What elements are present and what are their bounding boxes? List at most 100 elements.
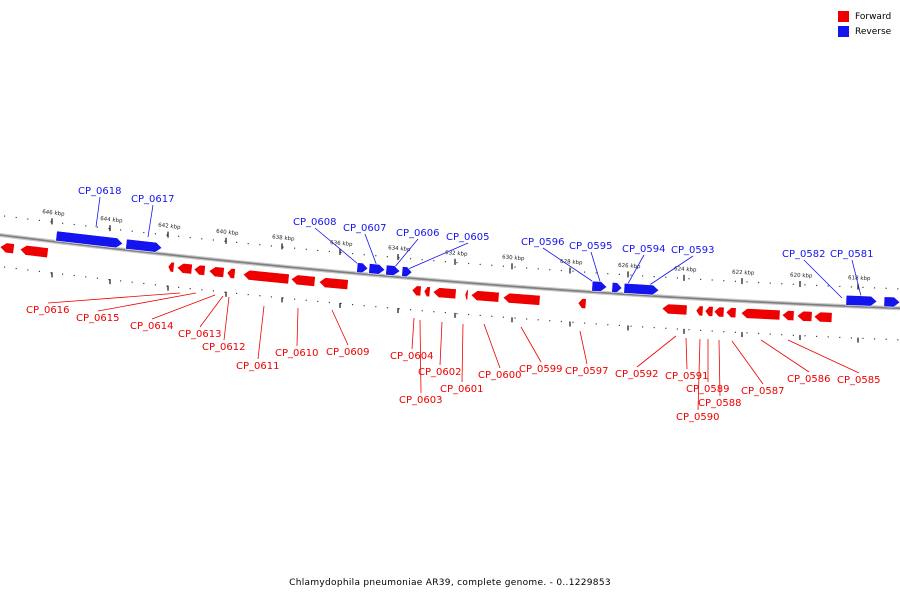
tick-dot <box>456 262 457 263</box>
tick-label: 624 kbp <box>674 266 697 273</box>
tick-dot <box>654 327 655 328</box>
gene-arrow-cp0599 <box>503 293 541 306</box>
tick-dot <box>317 301 318 302</box>
tick-dot <box>143 283 144 284</box>
gene-arrow-cp0588 <box>726 307 737 318</box>
tick-dot <box>549 320 550 321</box>
legend-reverse: Reverse <box>838 24 891 39</box>
legend: Forward Reverse <box>838 9 891 39</box>
tick-dot <box>62 274 63 275</box>
leader-line <box>521 327 541 362</box>
tick-dot <box>723 280 724 281</box>
tick-dot <box>433 260 434 261</box>
tick-dot <box>410 309 411 310</box>
gene-label: CP_0607 <box>343 223 386 234</box>
gene-arrow-cp0614 <box>194 264 206 275</box>
tick-dot <box>619 325 620 326</box>
gene-label: CP_0615 <box>76 313 119 324</box>
tick-dot <box>770 283 771 284</box>
gene-arrow-cp0602 <box>433 287 457 299</box>
gene-label: CP_0600 <box>478 370 521 381</box>
tick-dot <box>793 284 794 285</box>
tick-dot <box>572 322 573 323</box>
tick-dot <box>468 314 469 315</box>
gene-arrow-cp0610 <box>291 274 316 286</box>
tick-dot <box>85 225 86 226</box>
tick-label: 640 kbp <box>216 229 239 237</box>
tick-dot <box>317 250 318 251</box>
gene-arrow-cp0597 <box>578 298 587 309</box>
tick-dot <box>688 329 689 330</box>
tick-dot <box>178 236 179 237</box>
tick-dot <box>828 285 829 286</box>
tick-dot <box>74 275 75 276</box>
tick-dot <box>271 245 272 246</box>
tick-dot <box>549 269 550 270</box>
leader-line <box>412 318 414 349</box>
leader-line <box>200 296 223 327</box>
gene-label: CP_0599 <box>519 364 562 375</box>
tick-dot <box>352 304 353 305</box>
tick-dot <box>352 253 353 254</box>
tick-label: 636 kbp <box>330 240 353 248</box>
tick-dot <box>677 277 678 278</box>
gene-label: CP_0590 <box>676 412 719 423</box>
gene-arrow-cp0584 <box>814 312 832 323</box>
gene-label: CP_0609 <box>326 347 369 358</box>
tick-dot <box>433 311 434 312</box>
tick-dot <box>514 318 515 319</box>
leader-line <box>48 293 180 303</box>
tick-dot <box>120 280 121 281</box>
tick-dot <box>39 220 40 221</box>
tick-dot <box>190 237 191 238</box>
gene-label: CP_0587 <box>741 386 784 397</box>
tick-dot <box>712 279 713 280</box>
tick-dot <box>445 312 446 313</box>
tick-dot <box>456 313 457 314</box>
tick-dot <box>74 224 75 225</box>
tick-dot <box>735 332 736 333</box>
gene-label: CP_0616 <box>26 305 69 316</box>
tick-dot <box>190 288 191 289</box>
tick-label: 622 kbp <box>732 270 755 277</box>
tick-dot <box>665 277 666 278</box>
tick-dot <box>874 287 875 288</box>
gene-arrow-left-b <box>20 245 49 258</box>
gene-label: CP_0582 <box>782 249 825 260</box>
leader-line <box>788 340 859 373</box>
gene-label: CP_0605 <box>446 232 489 243</box>
tick-dot <box>143 232 144 233</box>
gene-arrow-cp0600 <box>471 290 500 302</box>
tick-dot <box>97 278 98 279</box>
gene-label: CP_0588 <box>698 398 741 409</box>
tick-dot <box>480 264 481 265</box>
tick-dot <box>851 337 852 338</box>
tick-dot <box>526 267 527 268</box>
gene-label: CP_0596 <box>521 237 564 248</box>
tick-dot <box>155 284 156 285</box>
tick-dot <box>16 217 17 218</box>
gene-arrow-cp0604 <box>412 285 422 296</box>
leader-line <box>686 338 687 369</box>
tick-dot <box>329 302 330 303</box>
gene-arrow-cp0596 <box>592 281 608 292</box>
tick-dot <box>561 270 562 271</box>
leader-line <box>394 239 418 268</box>
leader-line <box>462 324 463 382</box>
gene-label: CP_0604 <box>390 351 433 362</box>
tick-dot <box>746 281 747 282</box>
tick-label: 618 kbp <box>848 275 871 282</box>
tick-dot <box>259 244 260 245</box>
gene-label: CP_0613 <box>178 329 221 340</box>
tick-dot <box>538 319 539 320</box>
tick-dot <box>538 268 539 269</box>
gene-arrow-cp0581 <box>884 297 900 308</box>
gene-arrow-cp0611 <box>243 270 290 285</box>
tick-dot <box>712 330 713 331</box>
gene-label: CP_0617 <box>131 194 174 205</box>
gene-arrow-cp0607 <box>369 264 386 275</box>
tick-dot <box>503 317 504 318</box>
leader-line <box>484 324 500 368</box>
tick-dot <box>132 231 133 232</box>
tick-dot <box>422 259 423 260</box>
